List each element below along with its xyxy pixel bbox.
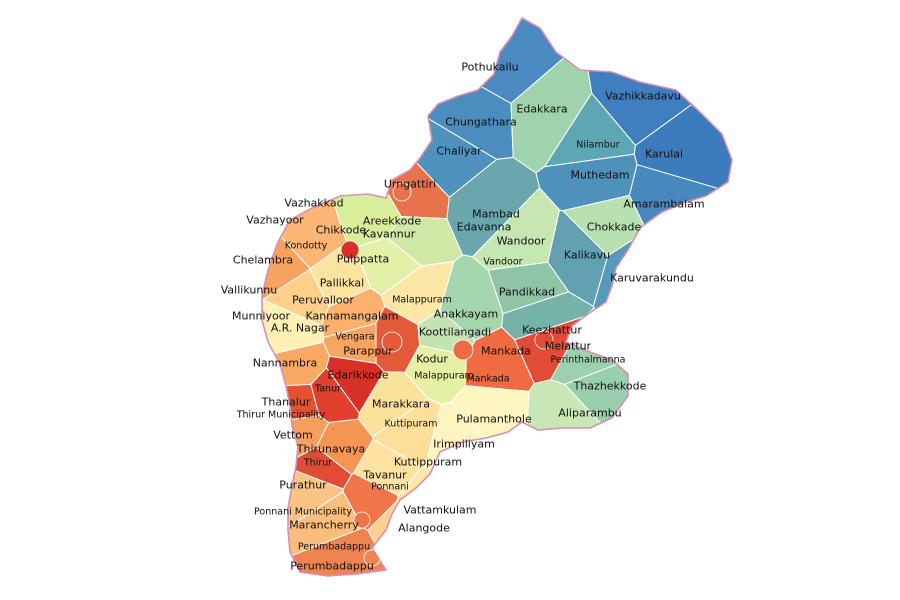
place-label: Wandoor <box>496 234 546 248</box>
place-label: Kannamangalam <box>305 309 399 323</box>
region-a-r-nagar <box>262 299 325 410</box>
place-label: Vettom <box>273 428 313 442</box>
place-label: Alangode <box>398 521 450 535</box>
place-label: Nannambra <box>252 356 318 370</box>
region-karuvarakundu <box>592 230 732 427</box>
place-label: Thirur <box>303 457 333 469</box>
place-label: Marakkara <box>371 397 431 411</box>
place-label: Pandikkad <box>498 285 556 299</box>
place-label: Thirunavaya <box>296 442 366 456</box>
place-label: Perumbadappu <box>290 559 374 573</box>
place-label: Koottilangadi <box>418 325 492 339</box>
place-label: Malappuram <box>414 370 474 382</box>
place-label: Areekkode <box>362 214 422 228</box>
place-label: Vazhikkadavu <box>605 89 681 103</box>
place-label: Melattur <box>544 339 592 353</box>
place-label: Chaliyar <box>436 144 482 158</box>
region-chungathara <box>262 18 514 160</box>
place-label: Chelambra <box>232 253 294 267</box>
marker-mankada <box>452 339 474 361</box>
place-label: Perumbadappu <box>297 541 371 553</box>
place-label: Pothukallu <box>461 60 519 74</box>
place-label: Thirur Municipality <box>236 409 326 421</box>
place-label: Mankada <box>466 373 510 385</box>
place-label: Pulppatta <box>336 252 390 266</box>
place-label: Edarikkode <box>327 368 389 382</box>
place-label: Peruvalloor <box>292 293 354 307</box>
place-label: Vengara <box>335 331 375 343</box>
place-label: Muthedam <box>570 168 630 182</box>
place-label: Nilambur <box>576 139 620 151</box>
marker-parappur <box>381 331 403 353</box>
place-label: Pulamanthole <box>456 412 532 426</box>
region-kondotty <box>262 18 348 270</box>
place-label: Irimpiliyam <box>433 437 495 451</box>
marker-edarikkode <box>340 240 360 260</box>
place-label: Kalikavu <box>563 248 611 262</box>
place-label: Tanur <box>315 383 341 395</box>
marker-urngattiri <box>392 182 412 202</box>
place-label: Keezhattur <box>522 323 582 337</box>
place-label: Marancherry <box>289 518 359 532</box>
place-label: Kondotty <box>284 240 328 252</box>
district-boundary <box>261 16 733 577</box>
place-label: Vazhakkad <box>284 196 344 210</box>
place-label: Vandoor <box>483 256 523 268</box>
place-label: Edavanna <box>456 220 512 234</box>
place-label: Thazhekkode <box>573 379 647 393</box>
region-urngattiri <box>295 37 450 220</box>
place-label: Thanalur <box>261 395 311 409</box>
place-label: Tavanur <box>363 468 407 482</box>
region-chelambra <box>262 18 311 331</box>
place-label: Parappur <box>343 344 393 358</box>
place-label: Kodur <box>416 352 448 366</box>
place-label: Chokkade <box>586 220 642 234</box>
place-label: Malappuram <box>392 294 452 306</box>
place-label: Mankada <box>481 344 531 358</box>
place-label: Vazhayoor <box>246 213 304 227</box>
place-label: Perinthalmanna <box>550 354 626 366</box>
place-label: Vattamkulam <box>403 503 477 517</box>
place-label: Karulai <box>644 147 684 161</box>
place-label: Kuttipuram <box>384 418 438 430</box>
region-amarambalam <box>628 164 732 349</box>
place-label: Purathur <box>279 478 327 492</box>
place-label: Munniyoor <box>232 309 290 323</box>
place-label: Ponnani <box>371 481 409 493</box>
place-label: Aliparambu <box>558 406 622 420</box>
marker-melattur <box>534 330 554 350</box>
place-label: Pallikkal <box>319 276 365 290</box>
place-label: Kavannur <box>362 227 416 241</box>
place-label: Vallikunnu <box>220 283 278 297</box>
place-label: Ponnani Municipality <box>254 506 352 518</box>
place-label: Karuvarakundu <box>610 271 694 285</box>
place-label: Chungathara <box>445 115 517 129</box>
marker-ponnani <box>353 511 371 529</box>
place-label: Anakkayam <box>433 307 499 321</box>
place-label: Chikkode <box>315 223 367 237</box>
place-label: Kuttippuram <box>393 455 463 469</box>
place-label: Urngattiri <box>383 177 437 191</box>
place-label: A.R. Nagar <box>270 321 330 335</box>
place-label: Edakkara <box>516 102 568 116</box>
place-label: Amarambalam <box>623 197 705 211</box>
place-label: Mambad <box>472 207 520 221</box>
